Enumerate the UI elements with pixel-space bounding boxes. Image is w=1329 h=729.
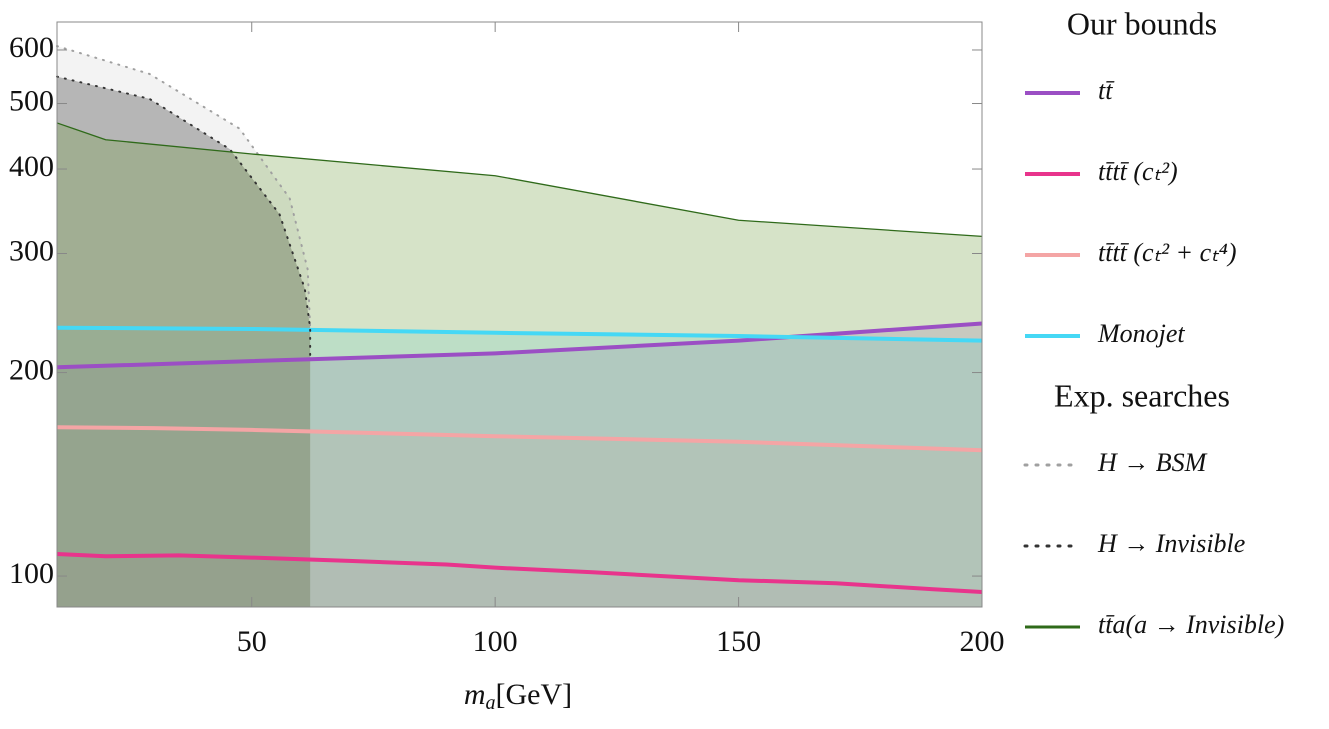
x-label-sub: a	[486, 692, 496, 714]
y-tick-label: 400	[9, 150, 54, 183]
x-tick-label: 100	[473, 625, 518, 658]
y-tick-label: 100	[9, 557, 54, 590]
y-tick-label: 300	[9, 234, 54, 267]
legend-label: Monojet	[1097, 319, 1185, 348]
x-tick-label: 150	[716, 625, 761, 658]
x-axis-label: ma[GeV]	[464, 678, 572, 714]
lines	[56, 45, 983, 595]
x-tick-label: 50	[237, 625, 267, 658]
series-line	[56, 321, 983, 370]
legend-label: H → BSM	[1097, 448, 1208, 477]
series-line	[56, 552, 983, 595]
x-tick-label: 200	[960, 625, 1005, 658]
x-label-var: m	[464, 678, 486, 711]
series-line	[56, 75, 312, 358]
legend-title: Exp. searches	[1054, 377, 1230, 413]
area	[57, 554, 982, 607]
legend-label: tt̄	[1098, 76, 1115, 105]
series-line	[56, 325, 983, 343]
area	[57, 427, 982, 607]
area	[57, 76, 311, 607]
x-label-unit: [GeV]	[496, 678, 573, 711]
legend-label: tt̄tt̄ (cₜ²)	[1098, 157, 1178, 186]
series-line	[56, 122, 983, 238]
area	[57, 122, 982, 607]
y-tick-label: 600	[9, 31, 54, 64]
series-line	[56, 425, 983, 453]
legend-label: tt̄tt̄ (cₜ² + cₜ⁴)	[1098, 238, 1237, 267]
frame	[56, 21, 983, 608]
area	[57, 323, 982, 607]
legend-label: tt̄a(a → Invisible)	[1098, 610, 1284, 639]
area	[57, 327, 982, 607]
y-tick-label: 500	[9, 84, 54, 117]
series-line	[56, 45, 312, 329]
plot-area	[57, 22, 982, 607]
legend-title: Our bounds	[1067, 5, 1217, 41]
y-tick-label: 200	[9, 353, 54, 386]
fills	[57, 46, 982, 607]
legend-label: H → Invisible	[1097, 529, 1245, 558]
